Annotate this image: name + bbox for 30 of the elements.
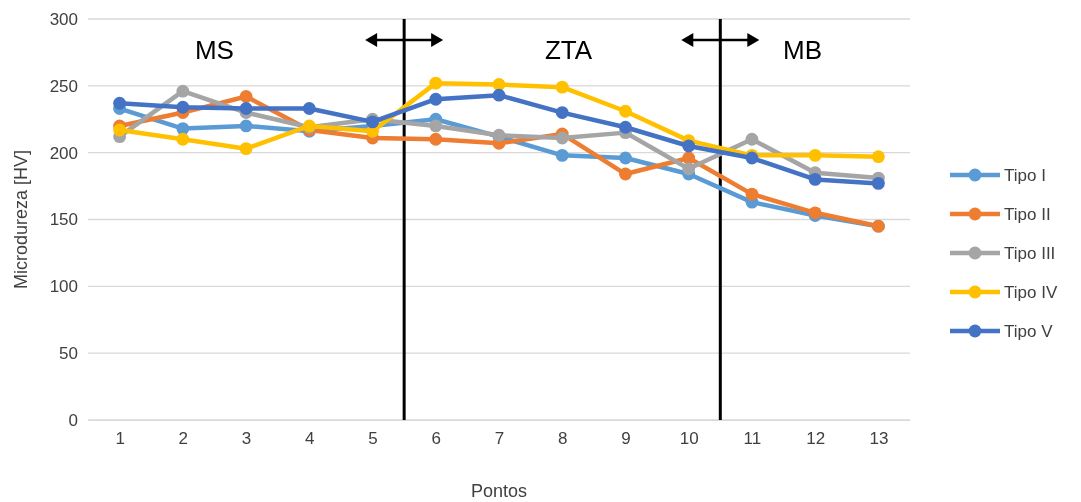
y-tick-label: 200 [49,143,78,163]
x-tick-label: 4 [305,429,315,449]
x-tick-label: 13 [869,429,889,449]
x-tick-label: 3 [241,429,252,449]
legend-label: Tipo I [1004,166,1046,185]
y-tick-label: 50 [59,344,78,364]
x-tick-label: 2 [178,429,189,449]
annotation: ZTA [544,35,593,65]
x-tick-label: 5 [368,429,378,449]
y-tick-label: 150 [49,210,78,230]
x-tick-label: 1 [115,429,125,449]
x-tick-label: 10 [679,429,699,449]
legend-label: Tipo V [1004,322,1054,341]
legend-label: Tipo II [1004,205,1051,224]
y-tick-label: 250 [49,76,78,96]
annotation: MB [783,35,823,65]
y-tick-label: 0 [68,410,78,430]
y-tick-label: 300 [49,9,78,29]
x-tick-label: 12 [806,429,826,449]
legend-label: Tipo III [1004,244,1056,263]
annotation: MS [194,35,234,65]
x-axis-title: Pontos [470,481,528,501]
x-tick-label: 6 [431,429,441,449]
x-tick-label: 11 [743,429,762,449]
legend-label: Tipo IV [1004,283,1058,302]
x-tick-label: 7 [494,429,505,449]
x-tick-label: 8 [558,429,568,449]
x-tick-label: 9 [621,429,631,449]
y-tick-label: 100 [49,277,78,297]
y-axis-title: Microdureza [HV] [11,149,31,290]
